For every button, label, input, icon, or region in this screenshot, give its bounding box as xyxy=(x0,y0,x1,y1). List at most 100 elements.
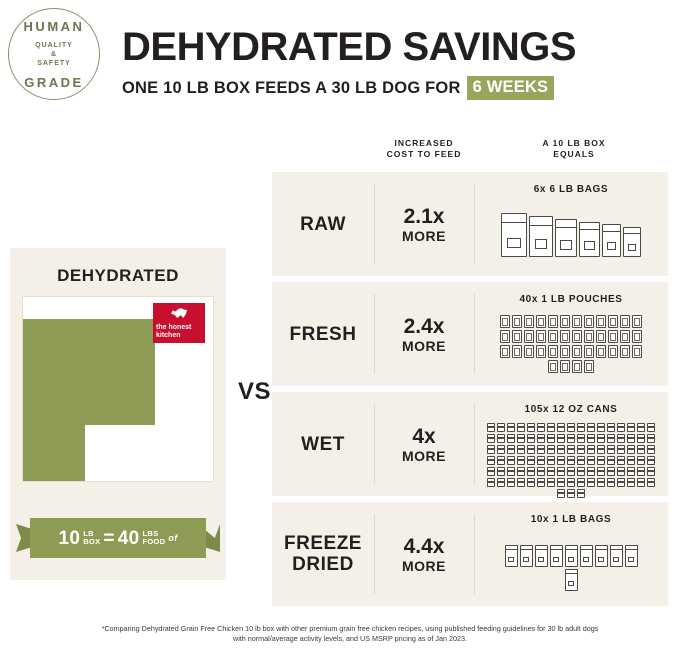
pouch-inner xyxy=(526,347,532,356)
pouch-icon xyxy=(548,360,558,373)
can-icon xyxy=(517,456,525,465)
can-icon xyxy=(577,434,585,443)
bag-fold xyxy=(502,214,526,224)
can-icon xyxy=(597,434,605,443)
can-icon xyxy=(517,445,525,454)
can-icon xyxy=(627,423,635,432)
can-icon xyxy=(487,434,495,443)
can-icon xyxy=(547,434,555,443)
badge-mid-line2: & xyxy=(50,51,58,58)
pouch-inner xyxy=(526,332,532,341)
box-green-block-lower xyxy=(23,425,85,481)
pouch-icon xyxy=(512,330,522,343)
can-band xyxy=(538,459,544,462)
bag-label xyxy=(552,557,560,563)
can-band xyxy=(598,470,604,473)
pouch-inner xyxy=(562,347,568,356)
bag-label xyxy=(627,557,635,563)
can-icon xyxy=(637,434,645,443)
can-icon xyxy=(537,478,545,487)
bag-icon xyxy=(564,545,578,567)
pouch-inner xyxy=(610,332,616,341)
row-equals-text-freeze-dried: 10x 1 LB BAGS xyxy=(530,514,612,525)
can-icon xyxy=(577,478,585,487)
ribbon-unit-1: LB BOX xyxy=(83,530,100,546)
can-band xyxy=(628,481,634,484)
row-equals-text-raw: 6x 6 LB BAGS xyxy=(533,184,609,195)
page-title: DEHYDRATED SAVINGS xyxy=(122,25,577,69)
can-band xyxy=(618,426,624,429)
can-icon xyxy=(547,467,555,476)
pouch-icon xyxy=(596,315,606,328)
comparison-row-raw: RAW 2.1x MORE 6x 6 LB BAGS xyxy=(272,172,668,276)
bag-fold xyxy=(595,546,607,551)
can-band xyxy=(588,426,594,429)
can-band xyxy=(518,426,524,429)
can-icon xyxy=(487,423,495,432)
can-band xyxy=(568,437,574,440)
pouch-inner xyxy=(622,317,628,326)
brand-logo-line2: kitchen xyxy=(156,332,181,339)
pouch-inner xyxy=(562,332,568,341)
brand-logo: the honest kitchen xyxy=(153,303,205,343)
can-icon xyxy=(557,489,565,498)
can-icon xyxy=(597,456,605,465)
can-icon xyxy=(627,456,635,465)
can-icon xyxy=(627,478,635,487)
can-band xyxy=(618,437,624,440)
row-cost-value-raw: 2.1x xyxy=(403,204,445,228)
pouch-inner xyxy=(550,347,556,356)
pouch-inner xyxy=(574,332,580,341)
can-band xyxy=(638,470,644,473)
can-icon xyxy=(597,478,605,487)
pouch-icon xyxy=(596,330,606,343)
pouch-inner xyxy=(622,347,628,356)
pouch-inner xyxy=(574,347,580,356)
can-band xyxy=(498,448,504,451)
pouch-inner xyxy=(610,347,616,356)
can-icon xyxy=(617,434,625,443)
can-band xyxy=(648,437,654,440)
row-cost-value-fresh: 2.4x xyxy=(403,314,445,338)
can-band xyxy=(518,448,524,451)
pouch-icon xyxy=(536,315,546,328)
can-icon xyxy=(577,456,585,465)
row-cost-word-wet: MORE xyxy=(402,447,446,464)
pouch-inner xyxy=(598,317,604,326)
pouch-inner xyxy=(502,332,508,341)
row-divider-2 xyxy=(474,404,475,484)
can-band xyxy=(568,492,574,495)
row-visual-raw: 6x 6 LB BAGS xyxy=(474,172,668,276)
ribbon-unit-1-line1: LB xyxy=(83,529,94,538)
can-icon xyxy=(487,445,495,454)
can-icon xyxy=(647,467,655,476)
can-icon xyxy=(537,434,545,443)
bag-fold xyxy=(610,546,622,551)
ribbon-text: 10 LB BOX = 40 LBS FOOD of xyxy=(58,529,177,548)
can-icon xyxy=(487,478,495,487)
row-cost-raw: 2.1x MORE xyxy=(374,172,474,276)
row-cost-word-raw: MORE xyxy=(402,227,446,244)
bag-label xyxy=(534,238,548,249)
can-band xyxy=(498,470,504,473)
pouch-inner xyxy=(526,317,532,326)
pouch-inner xyxy=(514,317,520,326)
pouch-icon xyxy=(632,315,642,328)
can-band xyxy=(598,459,604,462)
can-icon xyxy=(557,423,565,432)
pouch-icon xyxy=(608,315,618,328)
bag-icon xyxy=(501,213,527,257)
ribbon-unit-2-line1: LBS xyxy=(142,529,159,538)
bag-icon xyxy=(602,224,621,257)
can-icon xyxy=(507,456,515,465)
can-icon xyxy=(537,456,545,465)
pouch-icon xyxy=(500,345,510,358)
can-icon xyxy=(507,434,515,443)
badge-top-label: HUMAN xyxy=(23,19,85,34)
can-band xyxy=(488,426,494,429)
can-icon xyxy=(567,445,575,454)
can-band xyxy=(598,481,604,484)
can-band xyxy=(608,448,614,451)
pouch-inner xyxy=(634,317,640,326)
can-icon xyxy=(527,478,535,487)
